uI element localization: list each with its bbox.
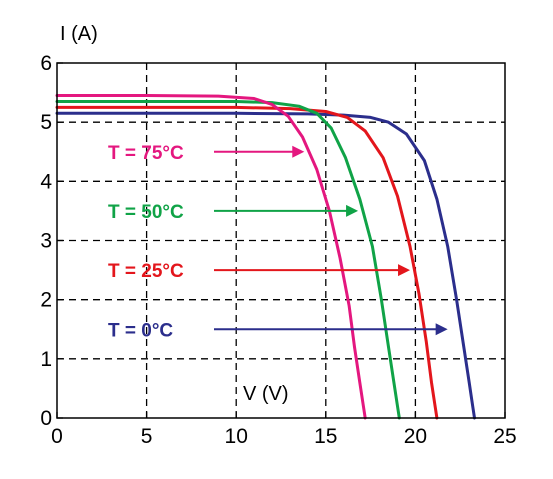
y-tick-label: 0 [40,407,52,430]
tick-labels: 0 5 10 15 20 25 0 1 2 3 4 5 6 [40,52,516,448]
series-curves [55,94,476,420]
annotation-label: T = 0°C [108,320,173,341]
series-line [55,94,367,420]
x-tick-label: 0 [51,425,63,448]
y-tick-label: 5 [40,111,52,134]
tick-marks [56,62,506,419]
series-line [55,100,401,420]
x-tick-label: 15 [314,425,337,448]
series-line [55,105,439,420]
y-tick-label: 6 [40,52,52,75]
plot-frame [56,62,506,419]
grid-lines [57,63,505,418]
y-axis-label: I (A) [60,23,98,45]
annotation-label: T = 50°C [108,202,184,223]
x-tick-label: 25 [493,425,516,448]
annotation-label: T = 75°C [108,143,184,164]
y-tick-label: 3 [40,230,52,253]
series-line [55,111,476,420]
x-tick-label: 5 [141,425,153,448]
x-tick-label: 10 [225,425,248,448]
x-tick-label: 20 [404,425,427,448]
y-tick-label: 4 [40,170,52,193]
x-axis-label: V (V) [243,383,289,405]
y-tick-label: 2 [40,289,52,312]
arrow-head [435,323,448,336]
arrow-head [398,264,411,277]
arrow-head [292,145,305,158]
annotation-label: T = 25°C [108,261,184,282]
annotations: T = 75°C T = 50°C T = 25°C T = 0°C [108,143,448,341]
arrow-head [346,204,359,217]
y-tick-label: 1 [40,348,52,371]
